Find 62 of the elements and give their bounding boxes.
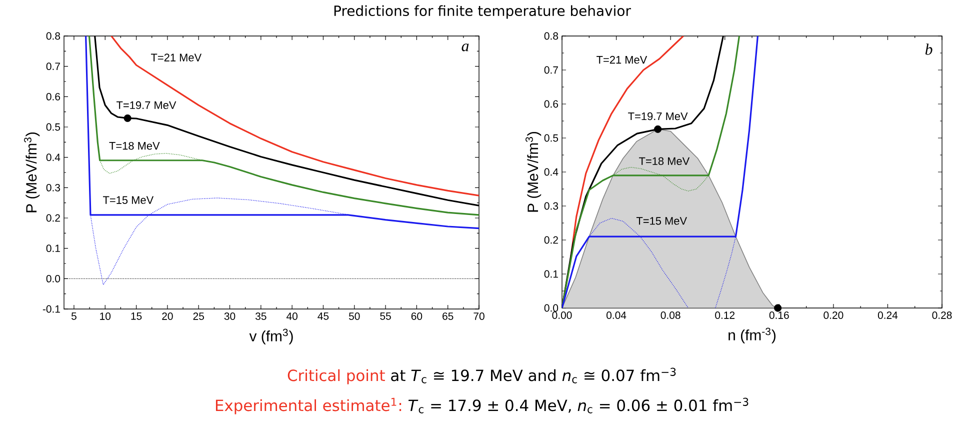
chart-title: Predictions for finite temperature behavior xyxy=(334,5,631,19)
y-tick-label: -0.1 xyxy=(42,305,60,313)
y-tick-label: 0.4 xyxy=(46,154,60,162)
x-tick-label: 0.16 xyxy=(769,312,789,319)
x-tick-label: 0.24 xyxy=(878,312,898,319)
x-axis-title: v (fm$^{3}$) xyxy=(249,328,293,344)
x-tick-label: 45 xyxy=(318,312,329,320)
x-tick-label: 25 xyxy=(193,312,204,320)
x-tick-label: 30 xyxy=(224,312,236,320)
y-tick-label: 0.6 xyxy=(46,92,60,100)
y-tick-label: 0.7 xyxy=(544,66,558,74)
text: at T$_{c}$ ≅ 19.7 MeV and n$_{c}$ ≅ 0.07 fm$^{−3}$ xyxy=(391,368,676,384)
series-label: T=15 MeV xyxy=(103,196,154,204)
x-tick-label: 0.20 xyxy=(824,312,844,319)
x-tick-label: 20 xyxy=(162,312,173,320)
x-tick-label: 0.04 xyxy=(606,312,626,319)
x-tick-label: 0.28 xyxy=(932,312,952,319)
series-label: T=19.7 MeV xyxy=(116,101,176,110)
x-tick-label: 0.12 xyxy=(715,312,735,319)
line-series xyxy=(99,153,203,174)
y-tick-label: 0.2 xyxy=(544,236,558,244)
series-label: T=19.7 MeV xyxy=(628,112,688,120)
series-label: T=21 MeV xyxy=(150,54,202,62)
x-tick-label: 5 xyxy=(71,312,76,320)
x-tick-label: 50 xyxy=(348,312,360,320)
annotation: b xyxy=(925,44,932,55)
text: Experimental estimate$^{1}$: xyxy=(216,398,402,414)
x-tick-label: 10 xyxy=(100,312,111,320)
series-label: T=18 MeV xyxy=(639,157,690,166)
x-tick-label: 0.00 xyxy=(552,312,572,319)
x-tick-label: 0.08 xyxy=(660,312,680,319)
y-tick-label: 0.2 xyxy=(46,214,60,222)
y-tick-label: 0.5 xyxy=(544,134,558,142)
y-tick-label: 0.1 xyxy=(46,244,60,252)
x-tick-label: 60 xyxy=(411,312,422,320)
x-tick-label: 15 xyxy=(131,312,142,320)
x-tick-label: 35 xyxy=(255,312,266,320)
x-tick-label: 70 xyxy=(474,312,484,320)
y-tick-label: 0.0 xyxy=(544,304,558,312)
y-tick-label: 0.3 xyxy=(46,184,60,192)
y-axis-title: P (MeV/fm$^{3}$) xyxy=(24,132,40,212)
line-series xyxy=(612,166,709,192)
annotation: a xyxy=(462,44,469,52)
y-tick-label: 0.7 xyxy=(46,62,60,70)
y-axis-title: P (MeV/fm$^{3}$) xyxy=(526,132,542,212)
y-tick-label: 0.8 xyxy=(46,32,60,40)
x-tick-label: 65 xyxy=(442,312,454,320)
x-axis-title: n (fm$^{-3}$) xyxy=(728,328,776,344)
y-tick-label: 0.6 xyxy=(544,100,558,108)
series-label: T=18 MeV xyxy=(109,142,160,150)
y-tick-label: 0.3 xyxy=(544,202,558,210)
y-tick-label: 0.8 xyxy=(544,32,558,40)
y-tick-label: 0.4 xyxy=(544,168,558,176)
text: Critical point xyxy=(288,369,385,384)
series-label: T=21 MeV xyxy=(596,56,648,64)
series-label: T=15 MeV xyxy=(636,217,687,225)
y-tick-label: 0.0 xyxy=(46,274,60,282)
x-tick-label: 55 xyxy=(380,312,391,320)
y-tick-label: 0.5 xyxy=(46,123,60,131)
x-tick-label: 40 xyxy=(286,312,298,320)
y-tick-label: 0.1 xyxy=(544,270,558,278)
text: T$_{c}$ = 17.9 ± 0.4 MeV, n$_{c}$ = 0.06 ± 0.01 fm$^{−3}$ xyxy=(408,398,748,414)
